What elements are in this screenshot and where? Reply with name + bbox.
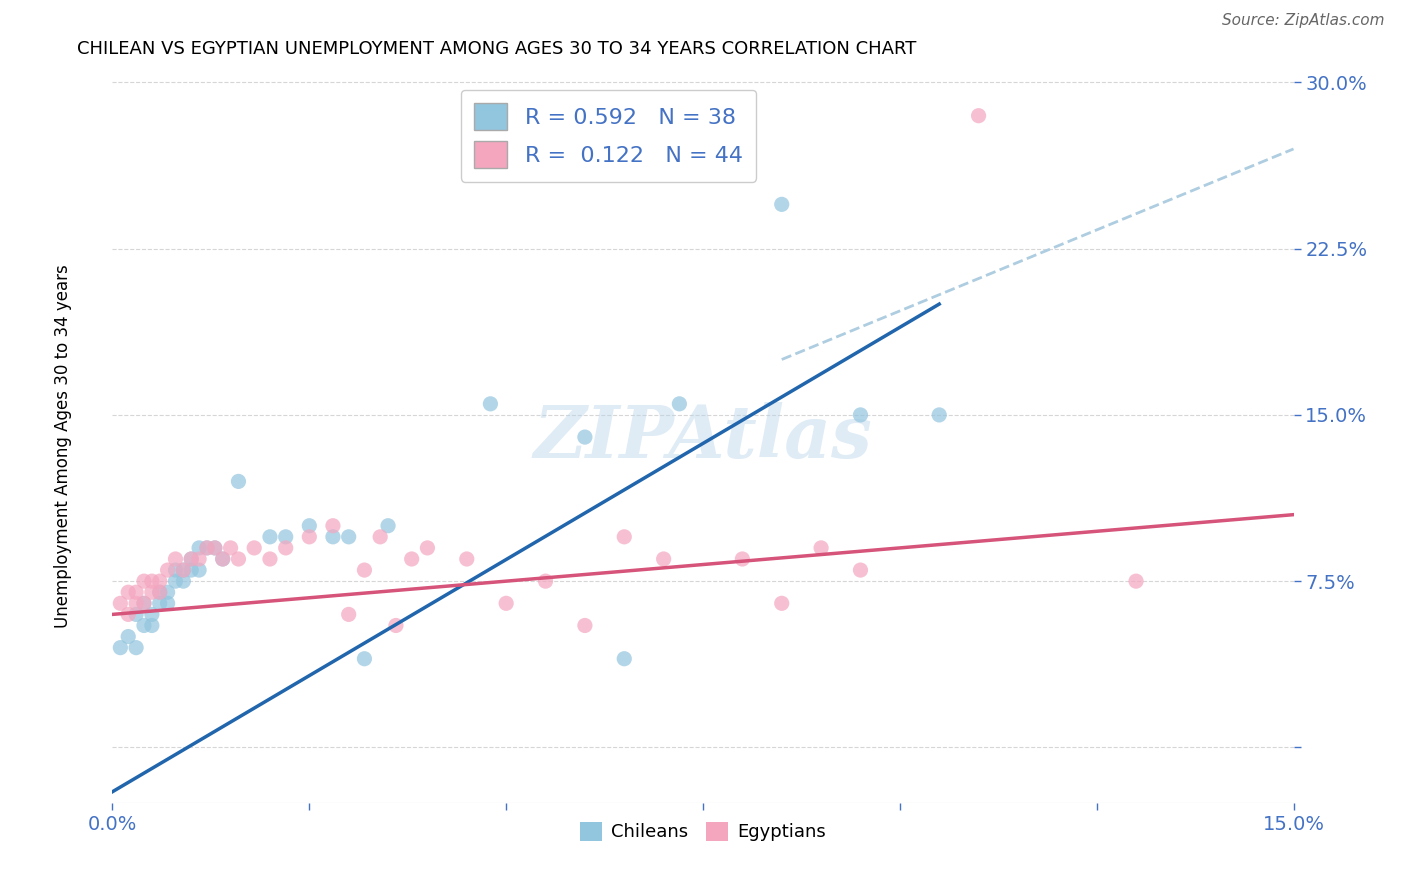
Point [156,596,179,610]
Point [141,574,163,589]
Point [456,552,478,566]
Point [613,530,636,544]
Point [770,596,793,610]
Point [495,596,517,610]
Point [731,552,754,566]
Point [172,563,194,577]
Point [368,530,391,544]
Point [574,618,596,632]
Point [156,563,179,577]
Point [416,541,439,555]
Point [353,651,375,665]
Text: Source: ZipAtlas.com: Source: ZipAtlas.com [1222,13,1385,29]
Point [188,541,211,555]
Point [652,552,675,566]
Point [574,430,596,444]
Text: Unemployment Among Ages 30 to 34 years: Unemployment Among Ages 30 to 34 years [55,264,72,628]
Point [117,607,139,622]
Point [188,563,211,577]
Point [228,475,250,489]
Text: ZIPAtlas: ZIPAtlas [534,401,872,473]
Point [165,574,187,589]
Point [125,585,148,599]
Point [377,518,399,533]
Point [125,640,148,655]
Point [141,618,163,632]
Point [668,397,690,411]
Point [204,541,226,555]
Point [132,596,155,610]
Point [125,596,148,610]
Point [149,574,172,589]
Point [188,552,211,566]
Point [117,630,139,644]
Point [228,552,250,566]
Point [165,552,187,566]
Point [172,574,194,589]
Point [298,530,321,544]
Point [211,552,233,566]
Point [110,596,132,610]
Point [1125,574,1147,589]
Point [479,397,502,411]
Point [928,408,950,422]
Point [274,530,297,544]
Point [401,552,423,566]
Point [322,518,344,533]
Point [298,518,321,533]
Point [967,109,990,123]
Point [165,563,187,577]
Point [770,197,793,211]
Point [149,585,172,599]
Point [385,618,408,632]
Point [322,530,344,544]
Point [149,585,172,599]
Point [141,607,163,622]
Point [849,563,872,577]
Point [125,607,148,622]
Point [204,541,226,555]
Point [132,596,155,610]
Point [243,541,266,555]
Point [534,574,557,589]
Point [353,563,375,577]
Point [195,541,218,555]
Point [259,552,281,566]
Point [156,585,179,599]
Point [180,552,202,566]
Point [274,541,297,555]
Point [613,651,636,665]
Point [172,563,194,577]
Point [849,408,872,422]
Point [132,618,155,632]
Point [141,585,163,599]
Point [132,574,155,589]
Point [219,541,242,555]
Point [337,607,360,622]
Point [810,541,832,555]
Point [211,552,233,566]
Point [149,596,172,610]
Point [259,530,281,544]
Point [110,640,132,655]
Point [180,563,202,577]
Point [180,552,202,566]
Legend: Chileans, Egyptians: Chileans, Egyptians [574,814,832,848]
Point [337,530,360,544]
Text: CHILEAN VS EGYPTIAN UNEMPLOYMENT AMONG AGES 30 TO 34 YEARS CORRELATION CHART: CHILEAN VS EGYPTIAN UNEMPLOYMENT AMONG A… [77,40,917,58]
Point [117,585,139,599]
Point [195,541,218,555]
